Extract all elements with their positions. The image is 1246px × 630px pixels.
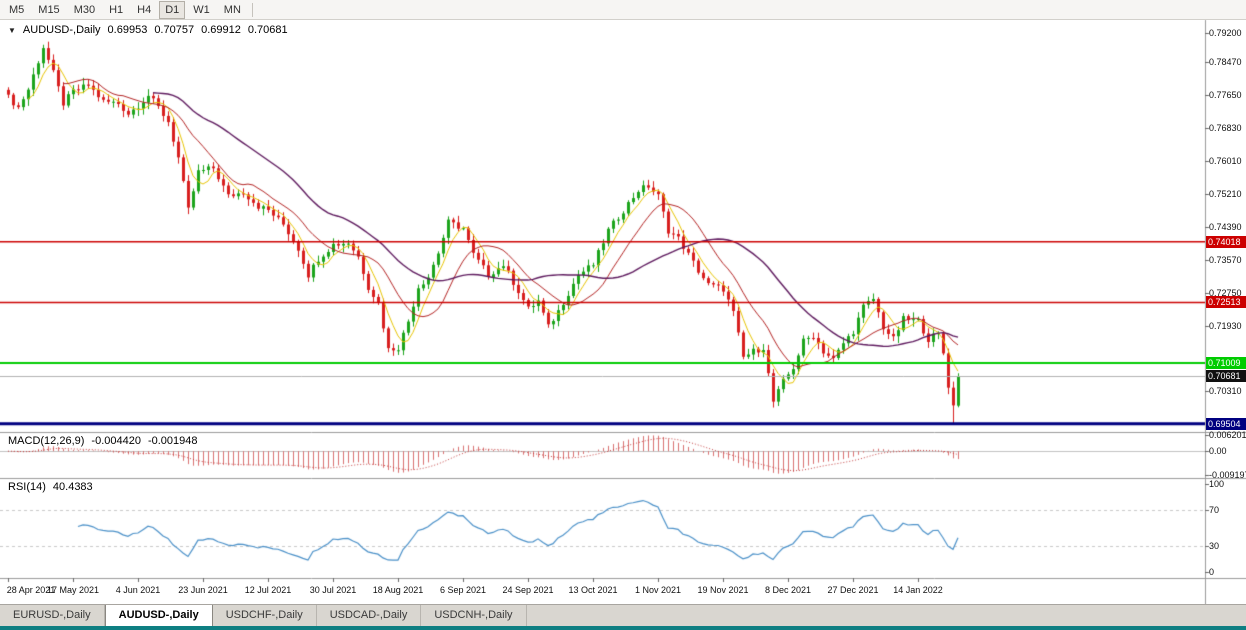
- date-axis-label: 18 Aug 2021: [372, 585, 424, 595]
- price-axis-tick: 0.74390: [1209, 221, 1242, 232]
- timeframe-button-mn[interactable]: MN: [218, 1, 247, 19]
- macd-name: MACD(12,26,9): [8, 435, 85, 447]
- chart-title: ▼ AUDUSD-,Daily 0.69953 0.70757 0.69912 …: [8, 24, 288, 36]
- rsi-axis-tick: 30: [1209, 540, 1220, 551]
- price-level-tag: 0.71009: [1206, 357, 1246, 370]
- price-axis-tick: 0.76010: [1209, 156, 1242, 167]
- date-axis-label: 1 Nov 2021: [634, 585, 682, 595]
- macd-pane-label: MACD(12,26,9) -0.004420 -0.001948: [8, 435, 198, 447]
- price-level-tag: 0.69504: [1206, 417, 1246, 430]
- ohlc-high-value: 0.70757: [154, 24, 195, 36]
- price-axis-tick: 0.79200: [1209, 27, 1242, 38]
- timeframe-toolbar: M5 M15 M30 H1 H4 D1 W1 MN: [0, 0, 1246, 20]
- price-level-tag: 0.72513: [1206, 296, 1246, 309]
- ohlc-close-value: 0.70681: [247, 24, 288, 36]
- rsi-axis-tick: 100: [1209, 479, 1225, 490]
- date-axis-label: 13 Oct 2021: [568, 585, 618, 595]
- price-axis-tick: 0.73570: [1209, 254, 1242, 265]
- macd-axis-tick: 0.006201: [1209, 430, 1246, 441]
- chart-tabs-bar: EURUSD-,Daily AUDUSD-,Daily USDCHF-,Daily U…: [0, 604, 1246, 626]
- macd-signal-value: -0.001948: [147, 435, 198, 447]
- macd-axis-tick: -0.009197: [1209, 469, 1246, 480]
- price-axis-tick: 0.72750: [1209, 287, 1242, 298]
- timeframe-button-w1[interactable]: W1: [187, 1, 216, 19]
- price-axis-tick: 0.77650: [1209, 90, 1242, 101]
- date-axis-label: 14 Jan 2022: [893, 585, 943, 595]
- rsi-axis-tick: 70: [1209, 505, 1220, 516]
- price-level-tag: 0.74018: [1206, 235, 1246, 248]
- price-axis-tick: 0.70310: [1209, 386, 1242, 397]
- ohlc-open-value: 0.69953: [107, 24, 148, 36]
- symbol-period-label: AUDUSD-,Daily: [22, 24, 101, 36]
- date-axis-label: 24 Sep 2021: [502, 585, 554, 595]
- date-axis-label: 28 Apr 2021: [6, 585, 56, 595]
- timeframe-button-m30[interactable]: M30: [68, 1, 101, 19]
- collapse-chart-icon[interactable]: ▼: [8, 26, 16, 35]
- timeframe-button-h4[interactable]: H4: [131, 1, 157, 19]
- date-axis-label: 17 May 2021: [46, 585, 100, 595]
- timeframe-button-m5[interactable]: M5: [3, 1, 30, 19]
- timeframe-button-h1[interactable]: H1: [103, 1, 129, 19]
- price-axis-tick: 0.71930: [1209, 320, 1242, 331]
- macd-axis-tick: 0.00: [1209, 446, 1227, 457]
- date-axis-label: 8 Dec 2021: [764, 585, 812, 595]
- price-axis-tick: 0.76830: [1209, 123, 1242, 134]
- chart-canvas[interactable]: [0, 0, 1246, 604]
- date-axis-label: 30 Jul 2021: [309, 585, 357, 595]
- date-axis-label: 19 Nov 2021: [697, 585, 749, 595]
- chart-tab-eurusd[interactable]: EURUSD-,Daily: [0, 605, 105, 626]
- date-axis-label: 27 Dec 2021: [827, 585, 879, 595]
- chart-tab-usdcad[interactable]: USDCAD-,Daily: [317, 605, 422, 626]
- rsi-value: 40.4383: [52, 481, 93, 493]
- ohlc-low-value: 0.69912: [201, 24, 241, 36]
- status-strip: [0, 626, 1246, 630]
- date-axis-label: 4 Jun 2021: [115, 585, 161, 595]
- toolbar-separator: [251, 2, 253, 17]
- timeframe-button-m15[interactable]: M15: [32, 1, 65, 19]
- price-axis-tick: 0.78470: [1209, 57, 1242, 68]
- timeframe-button-d1[interactable]: D1: [159, 0, 186, 19]
- rsi-name: RSI(14): [8, 481, 46, 493]
- rsi-axis-tick: 0: [1209, 566, 1215, 577]
- date-axis-label: 6 Sep 2021: [439, 585, 487, 595]
- chart-tab-usdcnh[interactable]: USDCNH-,Daily: [421, 605, 527, 626]
- date-axis-label: 23 Jun 2021: [178, 585, 228, 595]
- date-axis-label: 12 Jul 2021: [244, 585, 292, 595]
- current-price-tag: 0.70681: [1206, 370, 1246, 383]
- rsi-pane-label: RSI(14) 40.4383: [8, 481, 93, 493]
- price-axis-tick: 0.75210: [1209, 188, 1242, 199]
- chart-tab-audusd[interactable]: AUDUSD-,Daily: [104, 605, 213, 626]
- macd-main-value: -0.004420: [91, 435, 141, 447]
- chart-tab-usdchf[interactable]: USDCHF-,Daily: [213, 605, 317, 626]
